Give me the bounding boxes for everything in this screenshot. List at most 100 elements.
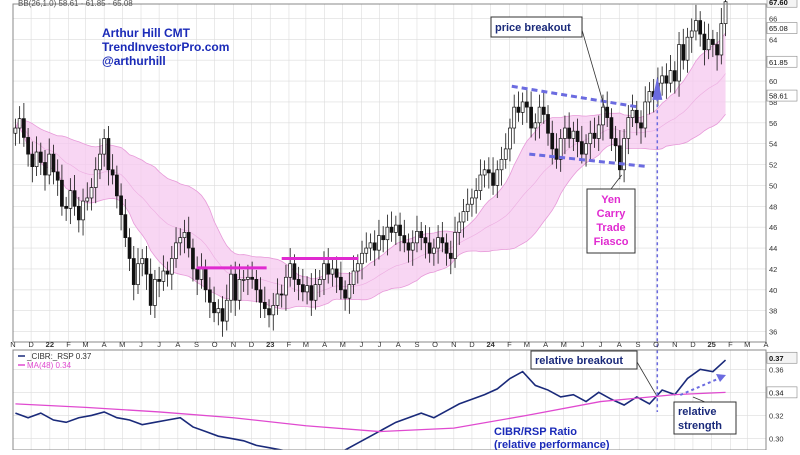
candle-body [393, 224, 398, 233]
candle-body [212, 301, 216, 314]
candle-body [237, 279, 242, 301]
candle-body [415, 231, 419, 244]
price-tick-label: 40 [769, 286, 777, 295]
candle-body [482, 169, 487, 176]
candle-body [525, 101, 529, 108]
candle-body [347, 284, 352, 299]
relative-strength-leader [692, 396, 706, 403]
price-breakout-label: price breakout [495, 22, 571, 34]
candle-body [432, 247, 436, 254]
x-tick-label: M [524, 340, 530, 349]
candle-body [596, 124, 601, 139]
price-tick-label: 42 [769, 265, 777, 274]
candle-body [119, 195, 123, 216]
candle-body [330, 268, 335, 275]
candle-body [195, 268, 200, 280]
price-legend: BB(26,1.0) 58.61 - 61.85 - 65.08 [18, 0, 133, 8]
value-label: 0.34 [769, 388, 784, 397]
value-label-box [766, 55, 798, 68]
candle-body [334, 268, 339, 278]
x-tick-label: D [249, 340, 255, 349]
candle-body [537, 106, 542, 124]
candle-body [448, 252, 453, 259]
annotation-arrows [581, 29, 726, 412]
candle-body [423, 237, 428, 244]
candle-body [17, 118, 22, 129]
candle-body [199, 268, 204, 280]
candle-body [381, 235, 386, 241]
candle-body [647, 91, 652, 103]
x-tick-label: M [303, 340, 309, 349]
candle-body [186, 232, 191, 249]
candle-body [694, 20, 698, 32]
candle-body [313, 284, 318, 301]
x-tick-label: S [194, 340, 199, 349]
candle-body [85, 197, 90, 202]
x-tick-label: 23 [266, 340, 274, 349]
relative-breakout-box [530, 350, 638, 370]
candle-body [26, 137, 30, 155]
candle-body [571, 130, 576, 139]
candle-body [470, 197, 474, 205]
candle-body [72, 190, 77, 207]
relative-strength-label-1: relative [678, 406, 717, 418]
candle-body [681, 44, 686, 61]
candle-body [613, 138, 618, 147]
x-tick-label: J [157, 340, 161, 349]
candle-body [355, 263, 360, 272]
relative-strength-label-2: strength [678, 420, 722, 432]
ratio-line [15, 359, 727, 455]
x-tick-label: A [396, 340, 401, 349]
candle-body [398, 224, 402, 236]
candle-body [491, 172, 495, 186]
candle-body [427, 242, 432, 254]
value-label-box [766, 386, 798, 399]
yen-label-4: Fiasco [594, 236, 629, 248]
price-tick-label: 54 [769, 140, 777, 149]
candle-body [275, 293, 280, 306]
candle-body [626, 117, 631, 139]
ratio-caption-1: CIBR/RSP Ratio [494, 426, 577, 438]
candle-body [516, 106, 521, 113]
candle-body [115, 174, 119, 197]
ratio-panel-lines [15, 359, 727, 455]
candle-body [233, 273, 238, 301]
value-label: 67.60 [769, 0, 788, 7]
x-tick-label: M [561, 340, 567, 349]
price-tick-label: 44 [769, 244, 777, 253]
price-panel-frame [12, 3, 767, 343]
price-breakout-leader [581, 29, 607, 113]
candle-body [715, 44, 719, 56]
relative-breakout-leader [636, 361, 657, 395]
candle-body [689, 30, 694, 38]
candle-body [723, 1, 728, 25]
candle-body [685, 36, 690, 61]
candle-body [419, 231, 424, 238]
x-tick-label: S [414, 340, 419, 349]
candle-body [520, 101, 525, 113]
candle-body [457, 221, 462, 233]
candle-body [461, 211, 466, 223]
candle-body [38, 151, 43, 163]
candle-body [279, 293, 284, 296]
candle-body [584, 143, 588, 155]
candle-body [93, 169, 98, 188]
candle-body [668, 70, 673, 84]
candle-body [81, 200, 85, 221]
price-tick-label: 48 [769, 202, 777, 211]
candle-body [250, 276, 254, 280]
candle-body [351, 270, 356, 285]
x-tick-label: F [287, 340, 292, 349]
candle-body [131, 258, 136, 285]
band-lower [15, 114, 726, 310]
x-tick-label: A [543, 340, 548, 349]
candle-body [575, 130, 580, 142]
candle-body [465, 203, 470, 212]
candlesticks [13, 0, 728, 337]
x-tick-label: 25 [707, 340, 715, 349]
x-tick-label: S [635, 340, 640, 349]
candle-body [410, 242, 415, 251]
candle-body [203, 268, 208, 291]
x-tick-label: M [744, 340, 750, 349]
candle-body [622, 138, 626, 171]
